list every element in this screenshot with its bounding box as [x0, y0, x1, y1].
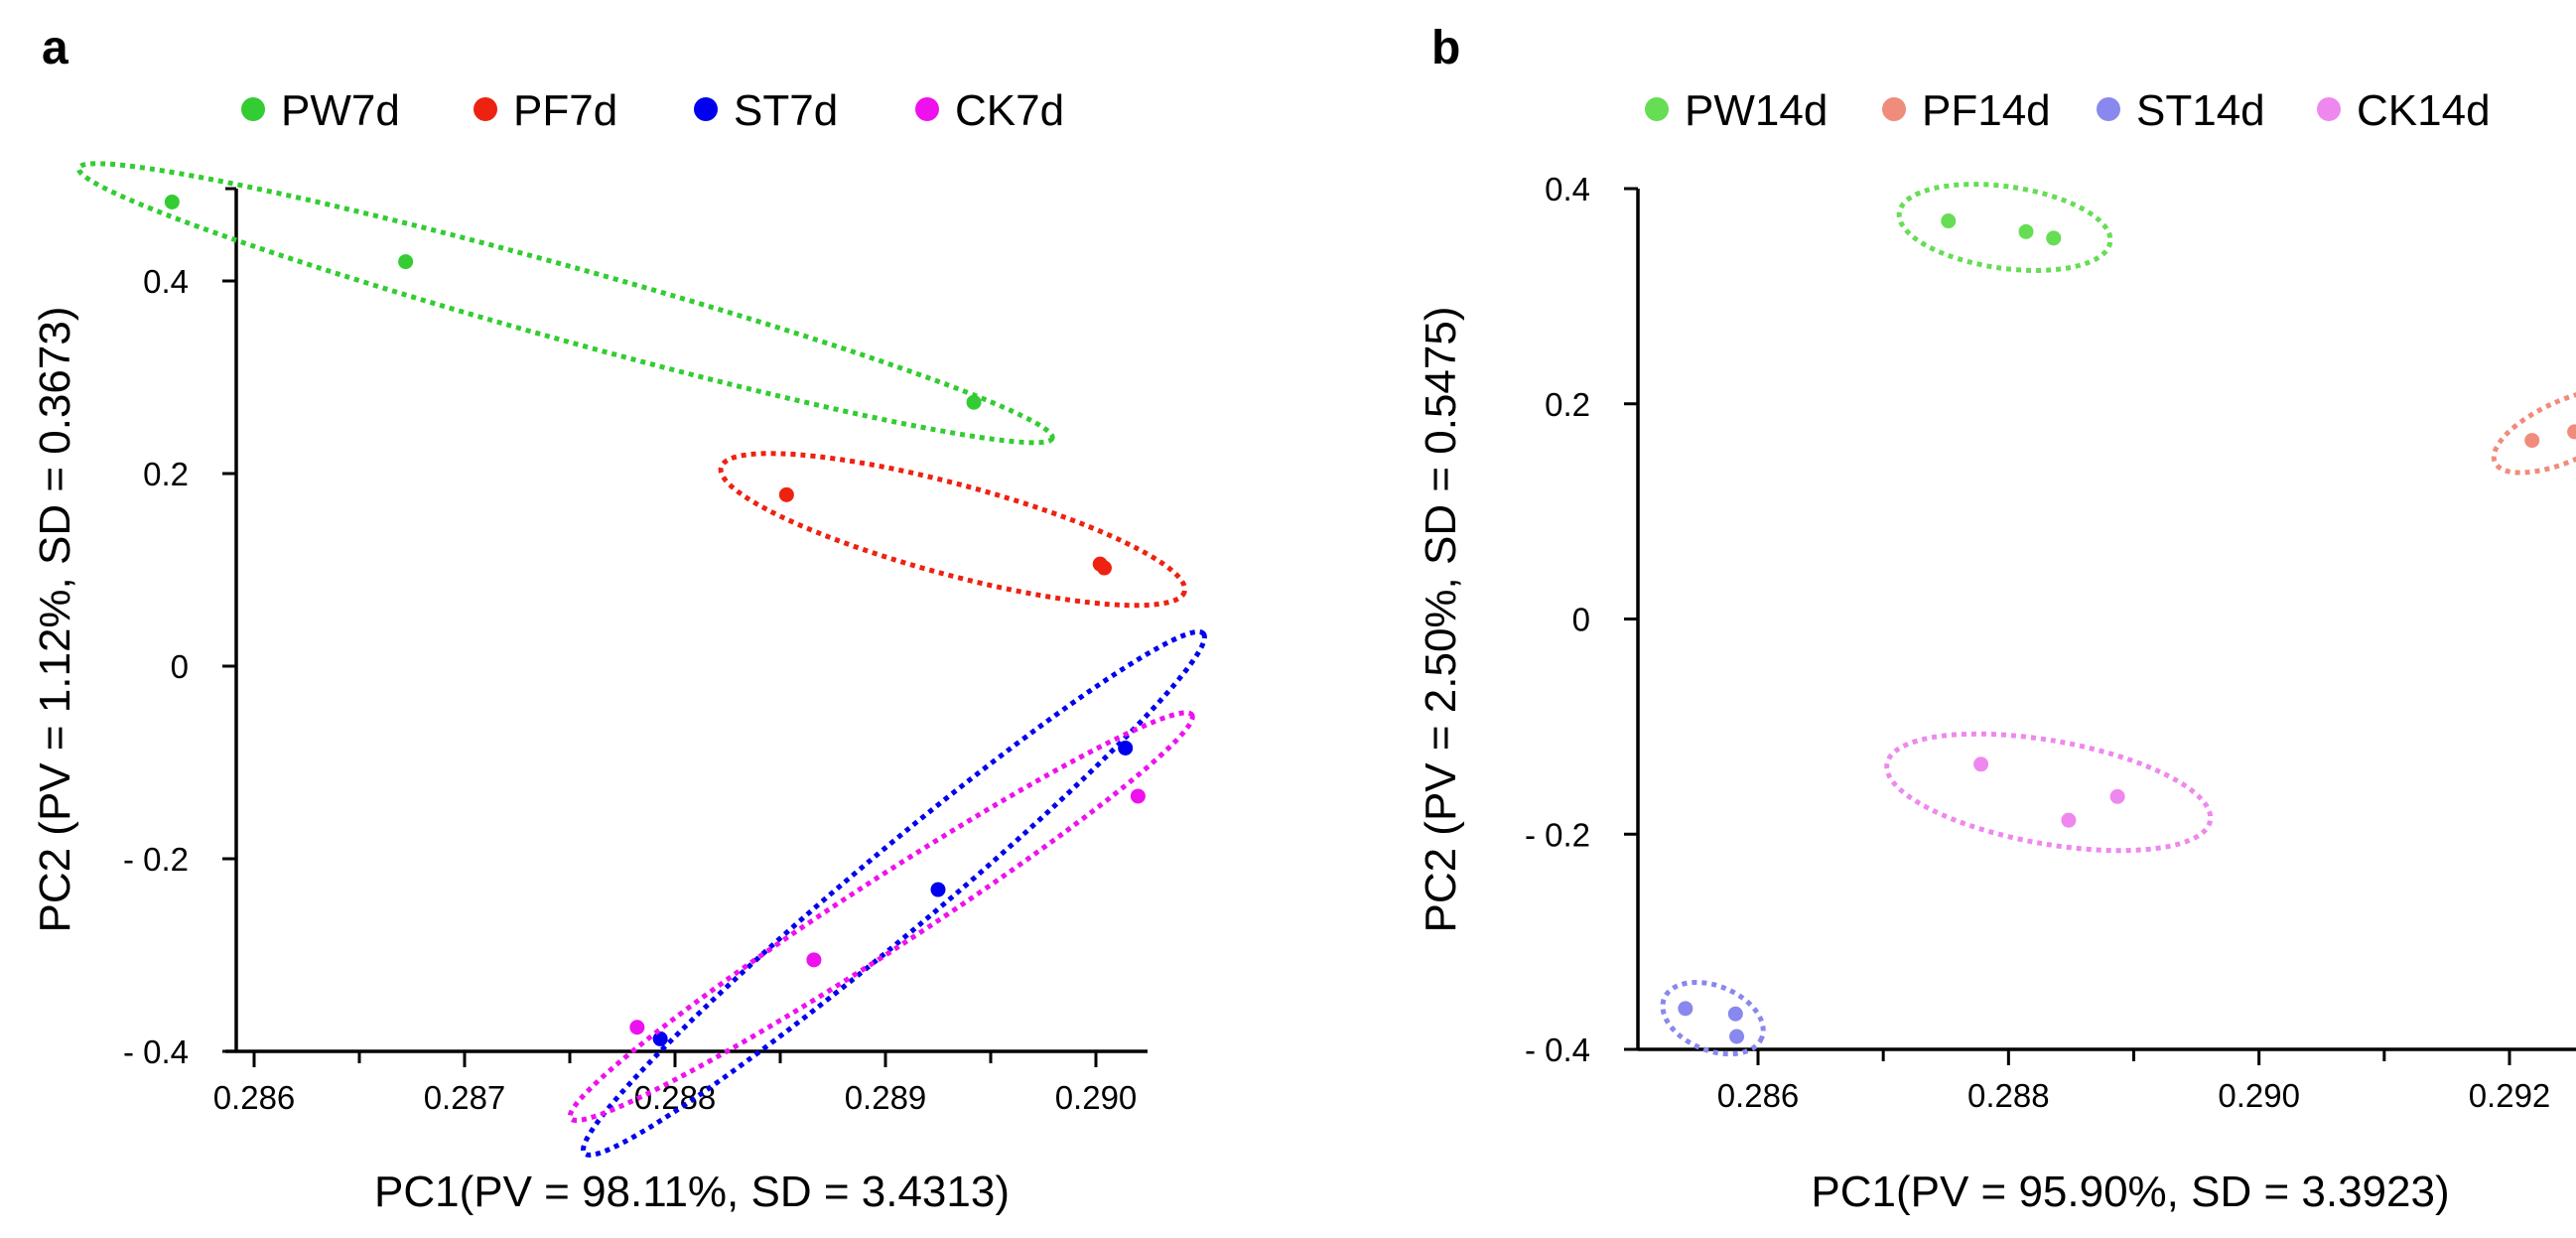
legend-label: PF14d	[1922, 86, 2051, 135]
axes: 0.286 0.288 0.290 0.292 0.4 0.2 0 - 0.2 - 0.4	[1525, 171, 2576, 1114]
group-ellipse	[75, 161, 1055, 446]
legend-marker	[2097, 97, 2120, 121]
x-axis-title: PC1(PV = 95.90%, SD = 3.3923)	[1811, 1168, 2449, 1216]
data-point	[1727, 1006, 1743, 1022]
legend-label: ST14d	[2136, 86, 2265, 135]
data-point	[164, 194, 180, 209]
y-axis-title: PC2 (PV = 1.12%, SD = 0.3673)	[31, 306, 79, 932]
legend-item-pf14d: PF14d	[1882, 86, 2051, 135]
legend-marker	[241, 97, 265, 121]
series-ck7d	[567, 710, 1195, 1124]
legend-item-pw14d: PW14d	[1645, 86, 1828, 135]
legend-item-st14d: ST14d	[2097, 86, 2265, 135]
series-pf7d	[718, 451, 1188, 609]
y-tick-label: 0.4	[143, 263, 189, 300]
series-st14d	[1660, 979, 1766, 1057]
panel-letter: a	[42, 22, 68, 74]
x-tick-label: 0.290	[1055, 1079, 1138, 1116]
data-point	[1941, 213, 1957, 229]
legend-label: CK7d	[955, 86, 1064, 135]
data-point	[629, 1020, 645, 1035]
legend-item-st7d: ST7d	[694, 86, 838, 135]
legend-label: ST7d	[734, 86, 838, 135]
data-point	[1118, 740, 1134, 756]
group-ellipse	[567, 710, 1195, 1124]
legend-marker	[694, 97, 718, 121]
data-point	[2046, 230, 2062, 246]
data-point	[2109, 788, 2125, 804]
series-pf14d	[2491, 386, 2576, 476]
legend-item-ck7d: CK7d	[915, 86, 1064, 135]
legend-item-pf7d: PF7d	[474, 86, 617, 135]
data-point	[2018, 223, 2034, 239]
series-st7d	[581, 628, 1207, 1158]
x-tick-label: 0.289	[845, 1079, 927, 1116]
legend: PW14d PF14d ST14d CK14d	[1645, 86, 2491, 135]
data-point	[778, 486, 794, 502]
data-point	[930, 882, 946, 897]
legend: PW7d PF7d ST7d CK7d	[241, 86, 1064, 135]
legend-marker	[915, 97, 939, 121]
y-tick-label: - 0.4	[123, 1033, 189, 1070]
series-pw14d	[1896, 182, 2113, 273]
legend-marker	[2317, 97, 2341, 121]
series-ck14d	[1884, 731, 2214, 854]
group-ellipse	[581, 628, 1207, 1158]
data-point	[2567, 424, 2576, 440]
y-tick-label: - 0.2	[1525, 816, 1590, 853]
group-ellipse	[1896, 182, 2113, 273]
x-tick-label: 0.286	[1717, 1077, 1800, 1114]
x-tick-label: 0.286	[213, 1079, 296, 1116]
panel-b: b PW14d PF14d ST14d CK14d 0.286 0.288 0.290 0.29…	[1417, 22, 2576, 1216]
panel-letter: b	[1431, 22, 1460, 74]
y-axis-title: PC2 (PV = 2.50%, SD = 0.5475)	[1417, 306, 1465, 932]
series-pw7d	[75, 161, 1055, 446]
data-point	[652, 1031, 668, 1046]
x-tick-label: 0.290	[2218, 1077, 2300, 1114]
x-axis-title: PC1(PV = 98.11%, SD = 3.4313)	[374, 1168, 1010, 1216]
legend-item-pw7d: PW7d	[241, 86, 400, 135]
data-point	[2061, 812, 2077, 828]
legend-marker	[1882, 97, 1906, 121]
group-ellipse	[1884, 731, 2214, 854]
legend-label: CK14d	[2357, 86, 2491, 135]
legend-label: PF7d	[513, 86, 617, 135]
group-ellipse	[2491, 386, 2576, 476]
legend-marker	[1645, 97, 1669, 121]
x-tick-label: 0.287	[424, 1079, 506, 1116]
data-point	[1130, 788, 1146, 804]
y-tick-label: - 0.4	[1525, 1032, 1590, 1068]
y-tick-label: 0.4	[1545, 171, 1590, 207]
data-point	[2524, 433, 2540, 449]
data-point	[1678, 1001, 1694, 1017]
data-point	[1729, 1029, 1745, 1044]
data-point	[1096, 560, 1112, 576]
data-point	[966, 394, 982, 410]
y-tick-label: 0	[171, 648, 189, 685]
x-tick-label: 0.292	[2469, 1077, 2551, 1114]
y-tick-label: 0	[1572, 602, 1590, 638]
data-point	[806, 952, 822, 968]
group-ellipse	[718, 451, 1188, 609]
data-point	[1973, 757, 1989, 772]
group-ellipse	[1660, 979, 1766, 1057]
y-tick-label: 0.2	[1545, 386, 1590, 423]
legend-marker	[474, 97, 497, 121]
legend-item-ck14d: CK14d	[2317, 86, 2491, 135]
y-tick-label: - 0.2	[123, 841, 189, 878]
data-point	[398, 254, 414, 270]
x-tick-label: 0.288	[1967, 1077, 2050, 1114]
y-tick-label: 0.2	[143, 456, 189, 492]
legend-label: PW7d	[281, 86, 400, 135]
legend-label: PW14d	[1685, 86, 1828, 135]
